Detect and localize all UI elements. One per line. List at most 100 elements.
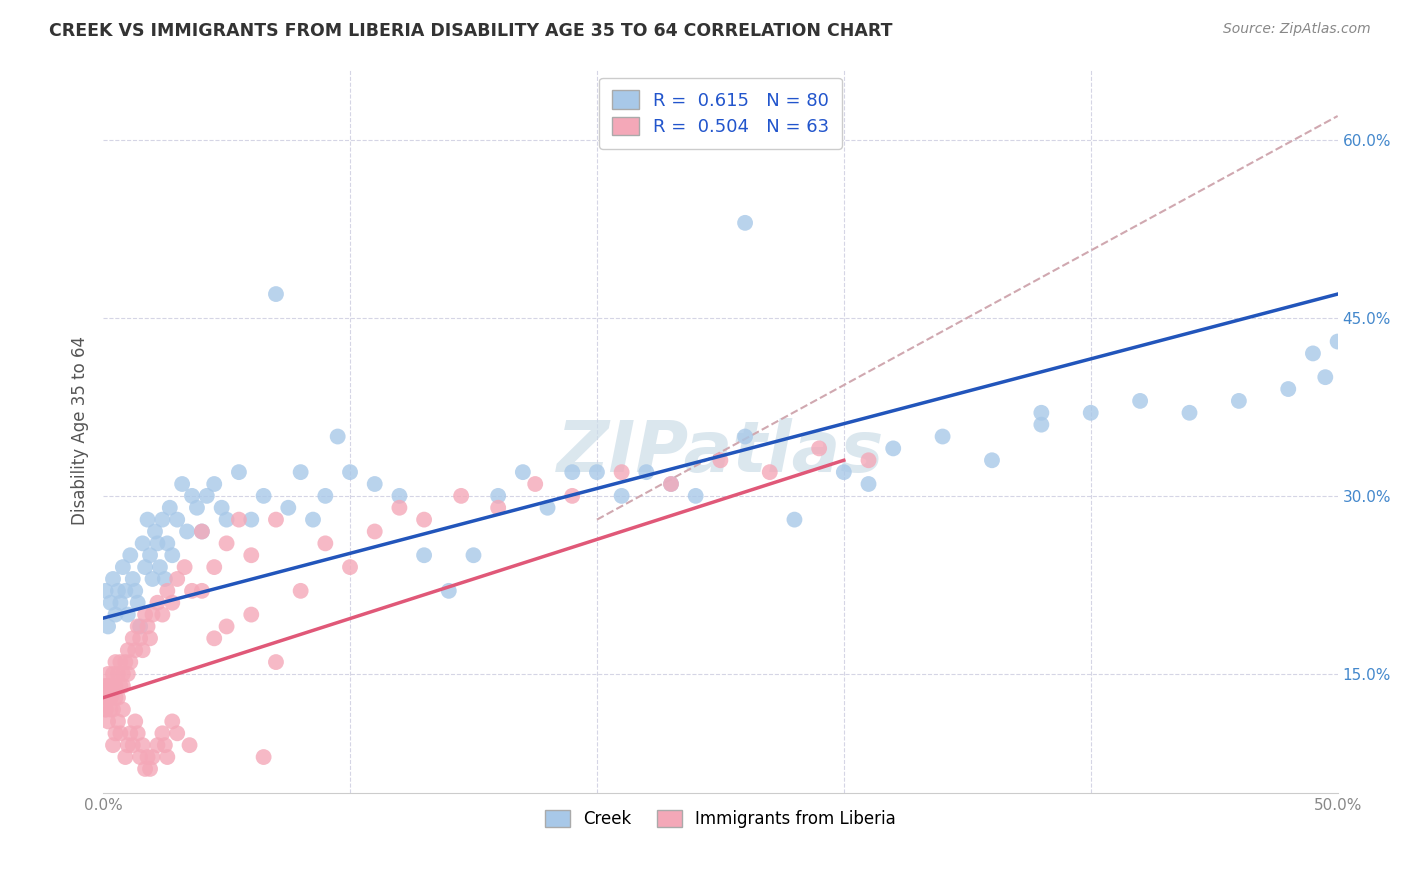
Point bbox=[659, 477, 682, 491]
Point bbox=[1080, 406, 1102, 420]
Point bbox=[100, 690, 122, 705]
Point bbox=[97, 714, 120, 729]
Point bbox=[136, 513, 159, 527]
Point bbox=[808, 442, 831, 456]
Point bbox=[1031, 406, 1053, 420]
Point bbox=[100, 679, 122, 693]
Point bbox=[134, 560, 156, 574]
Point bbox=[111, 679, 134, 693]
Point bbox=[191, 583, 214, 598]
Point bbox=[141, 607, 163, 622]
Point bbox=[783, 513, 806, 527]
Point bbox=[111, 702, 134, 716]
Point bbox=[388, 489, 411, 503]
Point bbox=[129, 750, 152, 764]
Point bbox=[734, 216, 756, 230]
Point bbox=[166, 513, 188, 527]
Point bbox=[97, 679, 120, 693]
Point bbox=[290, 583, 312, 598]
Point bbox=[264, 655, 287, 669]
Point bbox=[101, 572, 124, 586]
Point bbox=[129, 632, 152, 646]
Point bbox=[172, 477, 194, 491]
Point bbox=[181, 489, 204, 503]
Point bbox=[858, 453, 880, 467]
Point bbox=[450, 489, 472, 503]
Point bbox=[195, 489, 218, 503]
Point bbox=[166, 572, 188, 586]
Point bbox=[139, 548, 162, 562]
Point bbox=[134, 762, 156, 776]
Point bbox=[486, 489, 509, 503]
Point bbox=[131, 643, 153, 657]
Point bbox=[215, 536, 238, 550]
Point bbox=[124, 643, 146, 657]
Point bbox=[211, 500, 233, 515]
Point bbox=[104, 679, 127, 693]
Point bbox=[107, 690, 129, 705]
Point bbox=[117, 667, 139, 681]
Point bbox=[364, 477, 387, 491]
Point bbox=[136, 750, 159, 764]
Point bbox=[110, 655, 132, 669]
Point bbox=[364, 524, 387, 539]
Point bbox=[134, 607, 156, 622]
Point bbox=[685, 489, 707, 503]
Point bbox=[202, 477, 225, 491]
Point bbox=[156, 583, 179, 598]
Point bbox=[931, 429, 953, 443]
Point bbox=[114, 750, 136, 764]
Point bbox=[120, 548, 142, 562]
Point bbox=[124, 714, 146, 729]
Point bbox=[290, 465, 312, 479]
Point bbox=[131, 536, 153, 550]
Point bbox=[179, 738, 201, 752]
Point bbox=[1129, 393, 1152, 408]
Point bbox=[561, 465, 583, 479]
Point bbox=[94, 583, 117, 598]
Point bbox=[610, 465, 633, 479]
Point bbox=[162, 596, 184, 610]
Point bbox=[117, 607, 139, 622]
Point bbox=[114, 583, 136, 598]
Point bbox=[413, 548, 436, 562]
Point bbox=[215, 619, 238, 633]
Point bbox=[127, 596, 149, 610]
Point bbox=[463, 548, 485, 562]
Point bbox=[146, 738, 169, 752]
Point bbox=[97, 619, 120, 633]
Point bbox=[94, 702, 117, 716]
Point bbox=[191, 524, 214, 539]
Point bbox=[121, 632, 143, 646]
Point bbox=[153, 738, 176, 752]
Point bbox=[264, 287, 287, 301]
Point bbox=[121, 738, 143, 752]
Point bbox=[191, 524, 214, 539]
Point bbox=[228, 465, 250, 479]
Point bbox=[156, 750, 179, 764]
Point bbox=[101, 738, 124, 752]
Point bbox=[252, 750, 274, 764]
Point bbox=[149, 560, 172, 574]
Point bbox=[536, 500, 558, 515]
Point bbox=[101, 667, 124, 681]
Point bbox=[277, 500, 299, 515]
Point bbox=[240, 513, 263, 527]
Point bbox=[139, 762, 162, 776]
Point bbox=[486, 500, 509, 515]
Point bbox=[100, 702, 122, 716]
Point bbox=[129, 619, 152, 633]
Point bbox=[104, 607, 127, 622]
Point bbox=[314, 489, 336, 503]
Point bbox=[202, 632, 225, 646]
Point bbox=[120, 726, 142, 740]
Point bbox=[127, 619, 149, 633]
Point bbox=[97, 690, 120, 705]
Point bbox=[159, 500, 181, 515]
Point bbox=[512, 465, 534, 479]
Point bbox=[981, 453, 1004, 467]
Point bbox=[176, 524, 198, 539]
Point bbox=[104, 655, 127, 669]
Point bbox=[339, 560, 361, 574]
Point bbox=[186, 500, 208, 515]
